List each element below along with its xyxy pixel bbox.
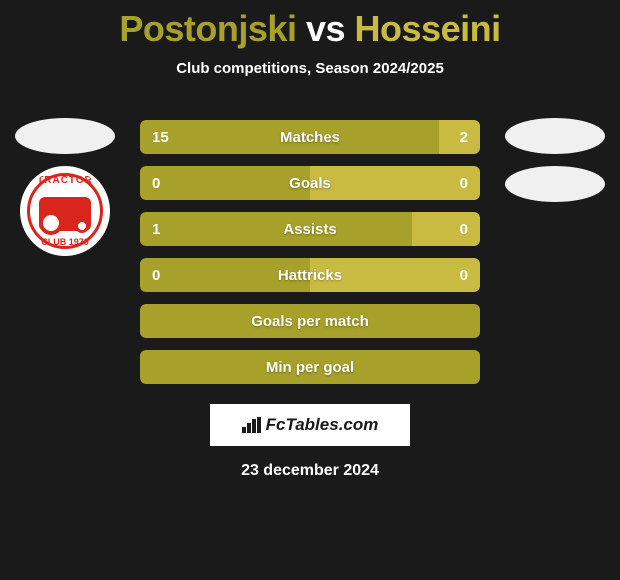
player1-name: Postonjski [119, 8, 296, 49]
left-column: TRACTOR CLUB 1970 [10, 118, 120, 256]
watermark: FcTables.com [210, 404, 410, 446]
stat-row: Goals0 0 [140, 166, 480, 200]
stat-row: Assists1 0 [140, 212, 480, 246]
player1-club-logo: TRACTOR CLUB 1970 [20, 166, 110, 256]
stat-value-right: 2 [460, 120, 468, 154]
tractor-wheel-big [39, 211, 63, 235]
stat-label: Assists [140, 212, 480, 246]
stat-label: Matches [140, 120, 480, 154]
stat-bars: Matches152Goals00Assists10Hattricks00Goa… [140, 120, 480, 396]
player2-club-placeholder [505, 166, 605, 202]
date: 23 december 2024 [0, 462, 620, 480]
player2-avatar-placeholder [505, 118, 605, 154]
stat-label: Hattricks [140, 258, 480, 292]
player2-name: Hosseini [355, 8, 501, 49]
subtitle: Club competitions, Season 2024/2025 [0, 60, 620, 77]
stat-row: Hattricks0 0 [140, 258, 480, 292]
right-column [500, 118, 610, 214]
logo-bottom-text: CLUB 1970 [23, 237, 107, 247]
tractor-wheel-small [75, 219, 89, 233]
bar-chart-icon [242, 417, 262, 433]
comparison-title: Postonjski vs Hosseini [0, 0, 620, 50]
watermark-text: FcTables.com [266, 415, 379, 435]
logo-top-text: TRACTOR [23, 175, 107, 186]
stat-row: Matches15 2 [140, 120, 480, 154]
stat-value-right: 0 [460, 212, 468, 246]
stat-value-left: 0 [152, 258, 160, 292]
stat-value-right: 0 [460, 258, 468, 292]
vs-text: vs [306, 8, 345, 49]
stat-label: Goals [140, 166, 480, 200]
stat-label: Min per goal [140, 350, 480, 384]
stat-row: Goals per match [140, 304, 480, 338]
stat-value-left: 1 [152, 212, 160, 246]
stat-value-right: 0 [460, 166, 468, 200]
stat-value-left: 15 [152, 120, 169, 154]
stat-row: Min per goal [140, 350, 480, 384]
stat-value-left: 0 [152, 166, 160, 200]
stat-label: Goals per match [140, 304, 480, 338]
player1-avatar-placeholder [15, 118, 115, 154]
